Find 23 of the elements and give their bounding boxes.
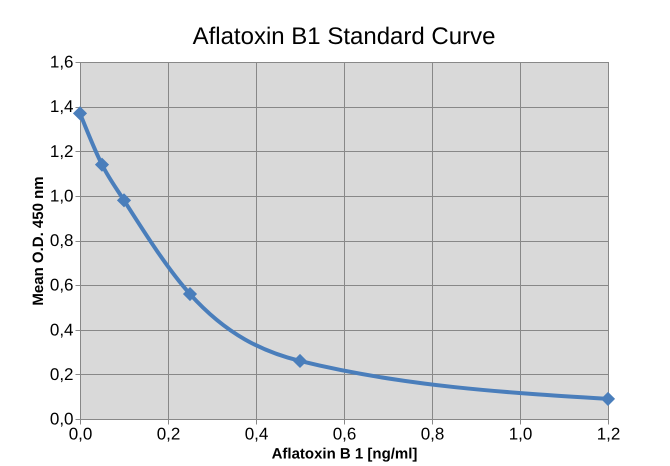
y-tick-label: 0,2 — [50, 364, 74, 384]
x-axis-title: Aflatoxin B 1 [ng/ml] — [272, 446, 418, 462]
y-tick-label: 0,4 — [50, 320, 74, 340]
y-tick-label: 1,4 — [50, 97, 74, 116]
chart-title: Aflatoxin B1 Standard Curve — [192, 23, 496, 50]
point — [116, 193, 132, 208]
x-tick-label: 1,0 — [508, 424, 532, 444]
x-tick-label: 0,6 — [332, 424, 356, 444]
x-tick-label: 0,2 — [156, 424, 180, 444]
point — [600, 392, 616, 406]
y-tick-label: 1,6 — [50, 52, 74, 72]
y-tick-label: 1,0 — [50, 186, 74, 206]
x-tick-label: 0,8 — [420, 424, 444, 444]
y-tick-label: 0,8 — [50, 231, 74, 250]
y-tick-label: 0,6 — [50, 276, 74, 295]
y-tick-label: 1,2 — [50, 142, 74, 161]
x-tick-label: 1,2 — [596, 424, 620, 444]
point — [94, 158, 110, 172]
point — [292, 354, 308, 368]
x-tick-label: 0,4 — [244, 424, 268, 444]
y-axis-title: Mean O.D. 450 nm — [30, 176, 47, 306]
point — [72, 106, 88, 120]
point — [182, 286, 198, 302]
